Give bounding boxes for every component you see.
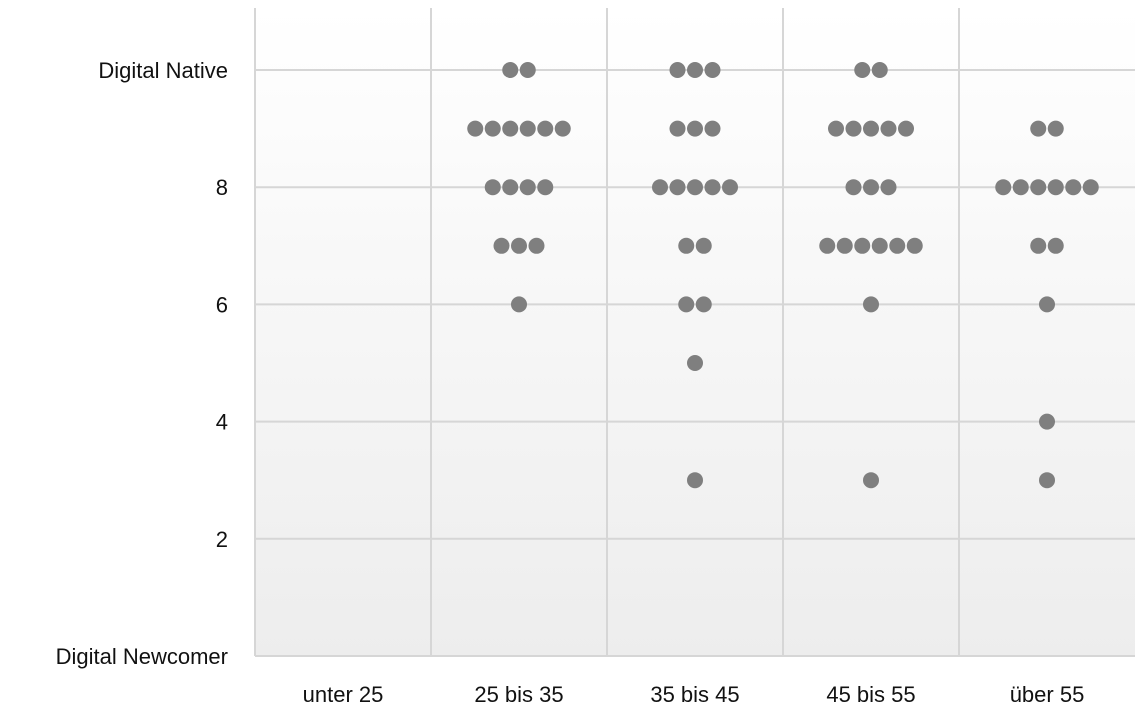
data-point bbox=[484, 120, 501, 137]
data-point bbox=[1047, 120, 1064, 137]
x-tick-label: über 55 bbox=[1010, 682, 1085, 707]
grid-lines bbox=[254, 8, 1135, 657]
data-point bbox=[519, 179, 536, 196]
data-point bbox=[1039, 413, 1055, 430]
y-tick-label: 8 bbox=[216, 175, 228, 200]
data-point bbox=[511, 237, 527, 254]
x-tick-label: 35 bis 45 bbox=[650, 682, 739, 707]
data-point bbox=[704, 179, 721, 196]
data-point bbox=[537, 120, 554, 137]
y-tick-label: 2 bbox=[216, 527, 228, 552]
data-point bbox=[1012, 179, 1029, 196]
data-point bbox=[511, 296, 527, 313]
data-point bbox=[1065, 179, 1082, 196]
data-point bbox=[1047, 237, 1064, 254]
x-axis-labels: unter 25 25 bis 35 35 bis 45 45 bis 55 über … bbox=[303, 682, 1085, 707]
data-point bbox=[502, 179, 519, 196]
data-point bbox=[537, 179, 554, 196]
data-point bbox=[836, 237, 853, 254]
data-point bbox=[906, 237, 923, 254]
data-point bbox=[1039, 296, 1055, 313]
data-point bbox=[687, 120, 703, 137]
data-point bbox=[1030, 120, 1047, 137]
data-point bbox=[669, 62, 686, 78]
y-tick-label: Digital Newcomer bbox=[56, 644, 228, 669]
data-point bbox=[669, 120, 686, 137]
data-point bbox=[678, 296, 695, 313]
data-point bbox=[1039, 472, 1055, 489]
data-point bbox=[519, 120, 536, 137]
data-point bbox=[898, 120, 914, 137]
data-point bbox=[845, 179, 862, 196]
data-point bbox=[528, 237, 545, 254]
data-point bbox=[722, 179, 738, 196]
data-point bbox=[863, 120, 879, 137]
x-tick-label: 25 bis 35 bbox=[474, 682, 563, 707]
data-point bbox=[1082, 179, 1099, 196]
data-point bbox=[695, 237, 712, 254]
data-point bbox=[863, 472, 879, 489]
data-point bbox=[519, 62, 536, 78]
data-point bbox=[863, 296, 879, 313]
data-point bbox=[828, 120, 844, 137]
data-point bbox=[687, 472, 703, 489]
data-point bbox=[854, 237, 871, 254]
data-point bbox=[854, 62, 871, 78]
data-point bbox=[880, 120, 897, 137]
plot-background bbox=[255, 8, 1135, 656]
data-point bbox=[484, 179, 501, 196]
data-point bbox=[502, 62, 519, 78]
data-point bbox=[863, 179, 879, 196]
y-tick-label: 4 bbox=[216, 410, 228, 435]
data-point bbox=[687, 62, 703, 78]
data-point bbox=[695, 296, 712, 313]
data-point bbox=[889, 237, 906, 254]
data-point bbox=[871, 62, 888, 78]
data-point bbox=[493, 237, 510, 254]
data-point bbox=[704, 120, 721, 137]
data-point bbox=[669, 179, 686, 196]
data-point bbox=[995, 179, 1012, 196]
x-tick-label: 45 bis 55 bbox=[826, 682, 915, 707]
data-point bbox=[678, 237, 695, 254]
data-point bbox=[1030, 237, 1047, 254]
data-point bbox=[704, 62, 721, 78]
data-point bbox=[467, 120, 484, 137]
data-point bbox=[871, 237, 888, 254]
data-point bbox=[845, 120, 862, 137]
y-tick-label: Digital Native bbox=[98, 58, 228, 83]
data-point bbox=[502, 120, 519, 137]
data-point bbox=[819, 237, 836, 254]
data-point bbox=[1047, 179, 1064, 196]
data-point bbox=[554, 120, 571, 137]
data-point bbox=[1030, 179, 1047, 196]
data-point bbox=[880, 179, 897, 196]
x-tick-label: unter 25 bbox=[303, 682, 384, 707]
y-axis-labels: Digital Native 8 6 4 2 Digital Newcomer bbox=[56, 58, 228, 669]
dot-series bbox=[467, 62, 1099, 489]
y-tick-label: 6 bbox=[216, 292, 228, 317]
data-point bbox=[652, 179, 668, 196]
data-point bbox=[687, 355, 703, 371]
data-point bbox=[687, 179, 703, 196]
